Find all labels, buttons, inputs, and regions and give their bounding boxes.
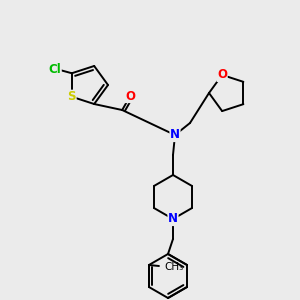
Text: N: N xyxy=(170,128,180,142)
Text: Cl: Cl xyxy=(48,63,61,76)
Text: S: S xyxy=(68,90,76,103)
Text: CH₃: CH₃ xyxy=(164,262,183,272)
Text: O: O xyxy=(217,68,227,81)
Text: N: N xyxy=(168,212,178,226)
Text: O: O xyxy=(125,89,135,103)
